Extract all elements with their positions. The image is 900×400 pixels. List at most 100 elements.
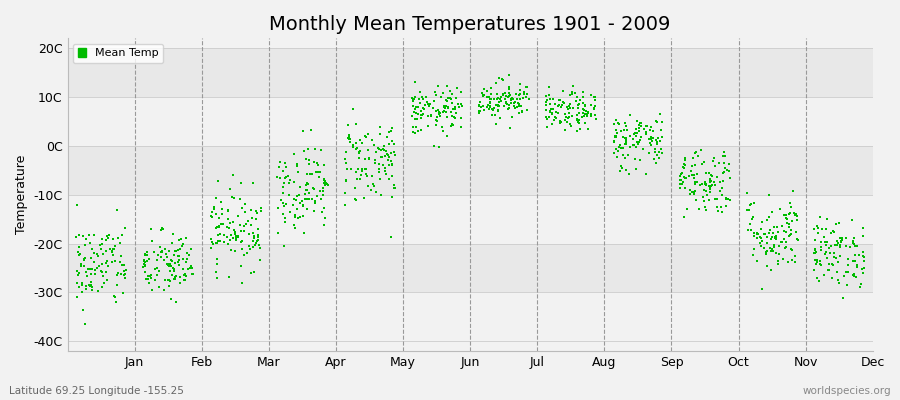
- Point: [747, 246, 761, 252]
- Point: [607, 150, 621, 156]
- Point: [164, 263, 178, 269]
- Point: [485, 112, 500, 118]
- Point: [762, 192, 777, 198]
- Point: [680, 174, 694, 181]
- Point: [504, 97, 518, 103]
- Point: [744, 200, 759, 207]
- Point: [169, 299, 184, 305]
- Point: [407, 109, 421, 115]
- Point: [140, 258, 154, 265]
- Point: [358, 134, 373, 140]
- Point: [698, 170, 713, 176]
- Point: [433, 109, 447, 116]
- Point: [383, 150, 398, 156]
- Point: [238, 200, 252, 207]
- Point: [708, 182, 723, 188]
- Point: [341, 134, 356, 141]
- Point: [515, 108, 529, 115]
- Point: [250, 238, 265, 244]
- Point: [694, 146, 708, 153]
- Point: [94, 284, 109, 291]
- Point: [829, 220, 843, 227]
- Point: [626, 142, 641, 148]
- Point: [230, 233, 245, 240]
- Point: [548, 100, 562, 107]
- Point: [783, 210, 797, 216]
- Point: [341, 122, 356, 128]
- Point: [309, 168, 323, 175]
- Point: [807, 250, 822, 256]
- Point: [618, 119, 633, 126]
- Point: [483, 96, 498, 102]
- Point: [634, 133, 648, 140]
- Point: [507, 103, 521, 110]
- Point: [482, 102, 497, 109]
- Point: [685, 172, 699, 178]
- Point: [788, 212, 803, 218]
- Point: [305, 171, 320, 178]
- Point: [502, 105, 517, 112]
- Point: [852, 284, 867, 290]
- Point: [293, 200, 308, 206]
- Point: [92, 263, 106, 269]
- Point: [614, 163, 628, 169]
- Point: [823, 250, 837, 256]
- Point: [476, 93, 491, 99]
- Point: [619, 127, 634, 133]
- Point: [203, 236, 218, 242]
- Point: [416, 104, 430, 111]
- Point: [157, 257, 171, 263]
- Point: [163, 261, 177, 268]
- Point: [279, 201, 293, 207]
- Point: [171, 247, 185, 254]
- Point: [99, 277, 113, 283]
- Point: [76, 232, 90, 239]
- Point: [754, 243, 769, 249]
- Point: [253, 257, 267, 264]
- Point: [409, 104, 423, 110]
- Point: [301, 146, 315, 152]
- Point: [429, 117, 444, 123]
- Point: [830, 238, 844, 244]
- Point: [706, 155, 721, 162]
- Point: [105, 246, 120, 252]
- Point: [290, 206, 304, 212]
- Point: [418, 94, 433, 101]
- Point: [142, 272, 157, 279]
- Point: [306, 208, 320, 214]
- Point: [612, 120, 626, 127]
- Point: [205, 209, 220, 216]
- Point: [784, 227, 798, 233]
- Point: [352, 149, 366, 156]
- Point: [810, 257, 824, 264]
- Point: [570, 94, 584, 100]
- Point: [445, 121, 459, 128]
- Point: [487, 95, 501, 102]
- Point: [406, 129, 420, 135]
- Point: [380, 134, 394, 140]
- Point: [373, 176, 387, 182]
- Point: [184, 265, 198, 272]
- Point: [643, 136, 657, 142]
- Point: [654, 146, 669, 152]
- Point: [432, 109, 446, 116]
- Point: [89, 265, 104, 272]
- Point: [549, 109, 563, 116]
- Point: [613, 128, 627, 134]
- Point: [554, 118, 568, 124]
- Point: [746, 252, 760, 259]
- Point: [741, 227, 755, 233]
- Point: [73, 251, 87, 257]
- Point: [760, 234, 775, 240]
- Point: [109, 206, 123, 213]
- Point: [292, 214, 307, 220]
- Point: [454, 101, 468, 107]
- Point: [653, 126, 668, 133]
- Point: [825, 275, 840, 282]
- Point: [636, 146, 651, 152]
- Point: [376, 146, 391, 152]
- Point: [833, 253, 848, 260]
- Point: [634, 120, 648, 126]
- Point: [779, 215, 794, 222]
- Point: [246, 244, 260, 250]
